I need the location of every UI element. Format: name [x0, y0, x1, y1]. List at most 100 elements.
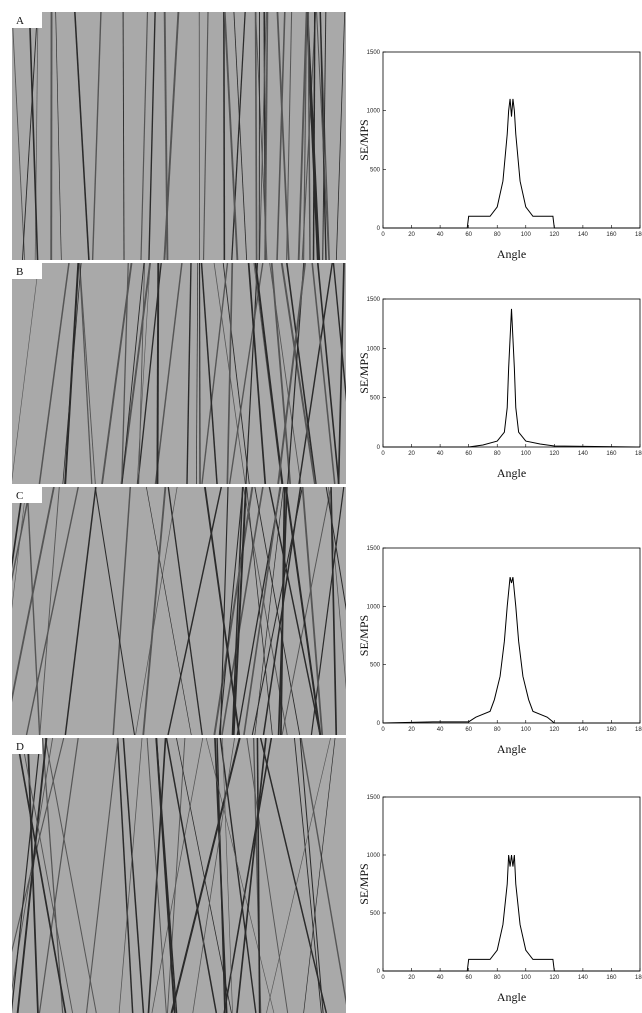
fiber — [254, 263, 284, 484]
fiber — [280, 487, 286, 735]
fiber — [26, 738, 39, 1013]
fiber — [286, 263, 317, 484]
y-tick-label: 500 — [370, 396, 381, 402]
x-tick-label: 160 — [606, 232, 617, 238]
x-axis-label: Angle — [497, 466, 526, 480]
fiber — [222, 738, 233, 1013]
fiber — [94, 487, 136, 735]
fiber — [214, 738, 228, 1013]
fiber — [55, 12, 62, 260]
y-tick-label: 0 — [377, 445, 381, 451]
fiber — [146, 738, 167, 1013]
fiber — [112, 487, 132, 735]
x-tick-label: 180 — [635, 232, 642, 238]
y-tick-label: 1500 — [367, 546, 381, 552]
fiber — [247, 263, 267, 484]
x-tick-label: 20 — [408, 975, 415, 981]
fiber — [142, 487, 167, 735]
fiber — [277, 263, 306, 484]
fiber — [12, 487, 24, 570]
fiber — [15, 738, 67, 1013]
fiber — [135, 487, 178, 735]
fiber — [332, 263, 346, 402]
x-tick-label: 160 — [606, 975, 617, 981]
fiber — [78, 263, 93, 484]
x-tick-label: 20 — [408, 727, 415, 733]
fiber — [192, 738, 235, 1013]
fiber — [167, 487, 222, 735]
x-tick-label: 100 — [521, 975, 532, 981]
fiber — [232, 487, 247, 735]
fiber — [148, 12, 156, 260]
x-tick-label: 80 — [494, 975, 501, 981]
fiber — [165, 738, 218, 1013]
fiber — [221, 487, 264, 735]
fiber — [266, 738, 331, 1013]
fiber — [316, 12, 330, 260]
fiber — [79, 263, 96, 484]
fiber — [218, 487, 244, 735]
fiber — [303, 12, 308, 260]
x-tick-label: 140 — [578, 451, 589, 457]
fiber — [12, 487, 55, 703]
fiber — [213, 487, 254, 735]
fiber — [122, 738, 145, 1013]
micrograph — [12, 12, 346, 260]
fiber — [245, 263, 259, 484]
y-axis-label: SE/MPS — [357, 615, 371, 656]
fiber — [136, 263, 151, 484]
fiber — [256, 738, 261, 1013]
x-tick-label: 0 — [381, 727, 385, 733]
panel-label-box — [12, 738, 42, 754]
fiber — [219, 738, 257, 1013]
fiber — [228, 263, 264, 484]
y-tick-label: 1000 — [367, 346, 381, 352]
fiber — [219, 487, 229, 735]
fiber — [20, 738, 74, 1013]
fiber — [201, 263, 229, 484]
x-tick-label: 100 — [521, 232, 532, 238]
y-tick-label: 500 — [370, 911, 381, 917]
fiber — [311, 263, 336, 484]
x-axis-label: Angle — [497, 247, 526, 261]
plot-frame — [382, 51, 641, 229]
x-tick-label: 120 — [549, 451, 560, 457]
fiber — [44, 738, 97, 1013]
fiber — [297, 12, 308, 260]
panel-label-box — [12, 12, 42, 28]
fiber — [62, 263, 82, 484]
x-tick-label: 180 — [635, 451, 642, 457]
fiber — [254, 487, 284, 735]
x-tick-label: 80 — [494, 727, 501, 733]
fiber — [39, 487, 60, 735]
fiber — [200, 263, 218, 484]
fiber — [246, 738, 289, 1013]
fiber — [120, 263, 152, 484]
fibers — [12, 738, 346, 1013]
fiber — [186, 263, 192, 484]
fiber — [223, 738, 273, 1013]
fiber — [243, 487, 281, 735]
fiber — [310, 487, 345, 735]
fiber — [213, 263, 246, 484]
fiber — [254, 12, 258, 260]
fiber — [166, 738, 186, 1013]
fibers — [12, 12, 346, 260]
x-tick-label: 40 — [437, 232, 444, 238]
fiber — [146, 487, 192, 735]
x-tick-label: 180 — [635, 727, 642, 733]
micrograph — [12, 738, 346, 1013]
fiber — [118, 738, 143, 1013]
fiber — [205, 738, 275, 1013]
x-tick-label: 0 — [381, 975, 385, 981]
fiber — [270, 263, 292, 484]
data-line — [383, 98, 640, 229]
fiber — [202, 12, 209, 260]
panel-label: B — [16, 266, 23, 278]
y-axis-label: SE/MPS — [357, 863, 371, 904]
panel-label: A — [16, 15, 24, 27]
x-axis-label: Angle — [497, 742, 526, 756]
fiber — [121, 263, 145, 484]
fiber — [170, 738, 241, 1013]
y-axis-label: SE/MPS — [357, 352, 371, 393]
